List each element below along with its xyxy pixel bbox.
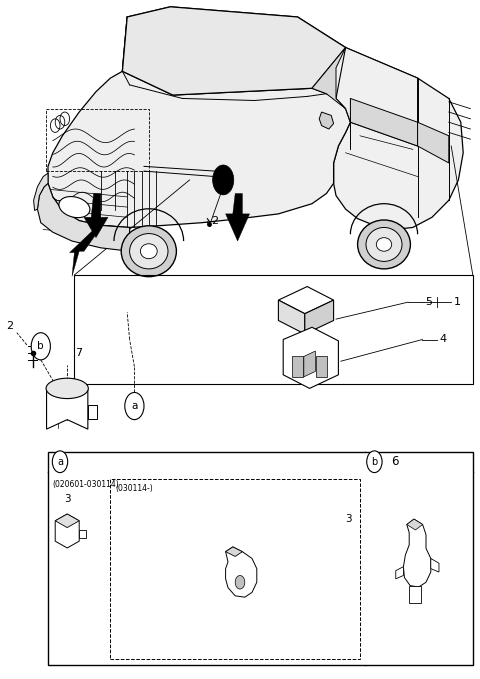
Ellipse shape <box>130 234 168 269</box>
Polygon shape <box>319 112 334 129</box>
Polygon shape <box>407 519 423 530</box>
Polygon shape <box>47 380 88 429</box>
Polygon shape <box>48 71 350 227</box>
Polygon shape <box>278 300 305 334</box>
Polygon shape <box>88 405 97 419</box>
Polygon shape <box>70 227 101 276</box>
Polygon shape <box>292 356 303 377</box>
Circle shape <box>125 392 144 420</box>
Polygon shape <box>396 566 403 579</box>
Ellipse shape <box>358 220 410 269</box>
Polygon shape <box>278 287 334 314</box>
Polygon shape <box>312 48 463 230</box>
Circle shape <box>31 333 50 360</box>
Ellipse shape <box>366 227 402 261</box>
Circle shape <box>52 451 68 473</box>
Polygon shape <box>312 48 346 109</box>
Polygon shape <box>226 547 242 557</box>
Ellipse shape <box>46 378 88 399</box>
Bar <box>46 109 149 171</box>
Text: 5: 5 <box>425 297 432 307</box>
Polygon shape <box>122 7 346 95</box>
Text: (030114-): (030114-) <box>115 484 153 494</box>
Circle shape <box>235 576 245 589</box>
Polygon shape <box>226 194 250 241</box>
Text: (020601-030114): (020601-030114) <box>53 479 120 489</box>
Text: 2: 2 <box>211 216 218 225</box>
Text: a: a <box>131 401 138 411</box>
Text: 4: 4 <box>439 335 446 344</box>
Bar <box>409 585 421 603</box>
Text: 3: 3 <box>64 494 71 504</box>
Ellipse shape <box>121 225 177 277</box>
Text: 6: 6 <box>391 455 399 469</box>
Ellipse shape <box>376 238 392 251</box>
Polygon shape <box>336 48 418 146</box>
Circle shape <box>213 165 234 195</box>
Bar <box>74 275 473 384</box>
Polygon shape <box>418 122 449 163</box>
Circle shape <box>367 451 382 473</box>
Bar <box>48 452 473 665</box>
Text: 1: 1 <box>454 297 461 307</box>
Text: a: a <box>57 457 63 466</box>
Text: 2: 2 <box>6 321 13 331</box>
Polygon shape <box>55 514 79 528</box>
Ellipse shape <box>140 244 157 259</box>
Polygon shape <box>431 558 439 572</box>
Text: b: b <box>37 342 44 351</box>
Polygon shape <box>122 7 346 95</box>
Text: 3: 3 <box>345 515 351 524</box>
Polygon shape <box>403 519 431 587</box>
Polygon shape <box>226 547 257 598</box>
Polygon shape <box>55 514 79 548</box>
Polygon shape <box>79 530 86 538</box>
Text: b: b <box>371 457 378 466</box>
Ellipse shape <box>59 196 90 218</box>
Polygon shape <box>34 173 48 210</box>
Polygon shape <box>304 351 315 377</box>
Polygon shape <box>305 300 334 334</box>
Polygon shape <box>350 98 418 146</box>
Polygon shape <box>316 356 327 377</box>
Polygon shape <box>84 194 108 238</box>
Text: 7: 7 <box>75 348 82 358</box>
Polygon shape <box>283 327 338 388</box>
Polygon shape <box>37 183 130 251</box>
